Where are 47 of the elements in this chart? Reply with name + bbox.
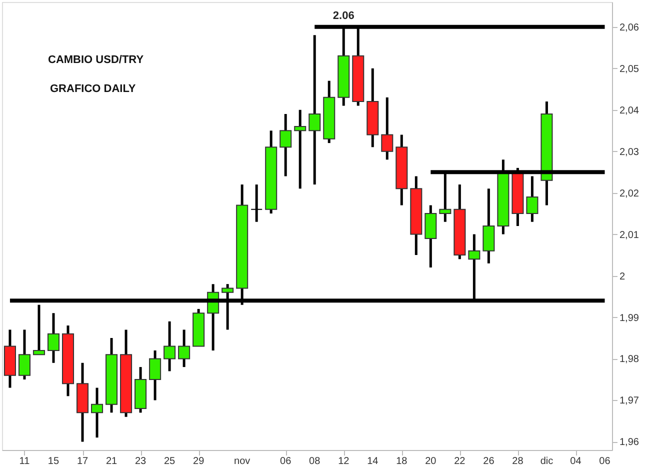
x-tick-label: 21 (106, 456, 118, 467)
x-tick-label: 26 (483, 456, 495, 467)
candlestick (18, 328, 30, 381)
candlestick (149, 349, 162, 402)
x-tick-label: 14 (367, 456, 379, 467)
x-tick-label: 22 (454, 456, 466, 467)
y-tick-label: 2,02 (620, 188, 640, 200)
x-tick-label: 15 (48, 456, 60, 467)
y-tick-label: 2,05 (620, 64, 640, 75)
y-tick-label: 2,06 (620, 22, 640, 34)
x-tick-label: 25 (164, 456, 176, 467)
y-tick-label: 2 (620, 271, 626, 282)
candlestick (308, 34, 321, 186)
x-tick-label: 08 (309, 456, 321, 467)
x-tick-label: 06 (599, 456, 611, 467)
annotation: 2.06 (332, 10, 354, 22)
x-tick-label: 28 (512, 456, 524, 467)
y-tick-label: 1,97 (620, 396, 640, 407)
x-tick-label: 11 (19, 456, 30, 467)
candlestick (526, 174, 538, 224)
candlestick (164, 320, 176, 372)
candlestick (250, 183, 263, 224)
y-tick-label: 2,01 (620, 230, 640, 241)
x-tick-label: nov (234, 456, 250, 467)
x-tick-label: 17 (76, 456, 89, 467)
candlestick (178, 328, 190, 368)
x-tick-label: 04 (570, 456, 582, 467)
candlestick (91, 386, 104, 439)
candlestick (32, 304, 46, 356)
text: GRAFICO DAILY (50, 83, 136, 95)
x-tick-label: 29 (193, 456, 205, 467)
x-tick-label: 06 (280, 456, 292, 467)
candlestick (280, 112, 292, 178)
x-tick-label: 20 (425, 456, 437, 467)
y-tick-label: 1,99 (620, 312, 640, 324)
candlestick (47, 312, 60, 364)
y-tick-label: 1,98 (620, 354, 640, 366)
y-tick-label: 2,03 (620, 146, 640, 158)
x-tick-label: 18 (396, 456, 408, 467)
candlestick (294, 108, 306, 190)
y-tick-label: 2,04 (620, 105, 640, 116)
x-tick-label: dic (540, 456, 554, 467)
x-tick-label: 12 (338, 456, 350, 467)
candlestick (381, 96, 394, 161)
y-tick-label: 1,96 (620, 437, 640, 448)
x-tick-label: 23 (134, 456, 147, 467)
text: CAMBIO USD/TRY (48, 54, 144, 66)
